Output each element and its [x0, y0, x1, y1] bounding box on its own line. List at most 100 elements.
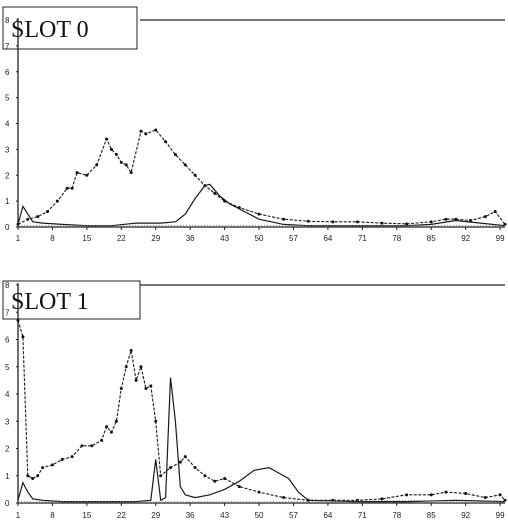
- series-1-point: [105, 137, 109, 141]
- x-tick-label: 29: [151, 511, 160, 520]
- y-tick-label: 6: [5, 68, 10, 77]
- y-tick-label: 1: [5, 472, 10, 481]
- series-2-line: [17, 377, 506, 503]
- series-1-point: [85, 173, 89, 177]
- y-tick-label: 1: [5, 197, 10, 206]
- series-1-point: [213, 479, 217, 483]
- x-tick-label: 22: [117, 234, 126, 243]
- x-tick-label: 43: [220, 234, 229, 243]
- series-1-point: [444, 490, 448, 494]
- x-tick-label: 36: [186, 234, 195, 243]
- x-tick-label: 71: [358, 511, 367, 520]
- series-1-point: [21, 335, 25, 339]
- series-1-point: [203, 474, 207, 478]
- y-tick-label: 6: [5, 336, 10, 345]
- x-tick-label: 99: [496, 511, 505, 520]
- x-tick-label: 8: [50, 234, 55, 243]
- y-tick-label: 7: [5, 308, 10, 317]
- slot-0-title-box: [2, 6, 138, 50]
- y-tick-label: 8: [5, 16, 10, 25]
- series-1-point: [41, 466, 45, 470]
- y-tick-label: 4: [5, 120, 10, 129]
- series-1-point: [193, 466, 197, 470]
- series-1-point: [380, 497, 384, 501]
- x-tick-label: 1: [16, 511, 21, 520]
- y-tick-label: 0: [5, 499, 10, 508]
- series-1-point: [429, 220, 433, 224]
- series-1-point: [282, 496, 286, 500]
- series-1-point: [282, 217, 286, 221]
- series-1-point: [50, 463, 54, 467]
- x-tick-label: 29: [151, 234, 160, 243]
- series-1-point: [483, 215, 487, 219]
- series-1-point: [36, 474, 40, 478]
- series-1-point: [105, 425, 109, 429]
- series-1-point: [90, 444, 94, 448]
- x-tick-label: 85: [427, 234, 436, 243]
- x-tick-label: 1: [16, 234, 21, 243]
- series-1-point: [26, 217, 30, 221]
- x-tick-label: 8: [50, 511, 55, 520]
- y-tick-label: 7: [5, 42, 10, 51]
- series-1-point: [164, 140, 168, 144]
- series-1-point: [124, 365, 128, 369]
- x-tick-label: 92: [461, 234, 470, 243]
- series-1-point: [129, 171, 133, 175]
- series-1-point: [444, 217, 448, 221]
- x-tick-label: 78: [392, 511, 401, 520]
- series-1-point: [80, 444, 84, 448]
- series-1-point: [144, 132, 148, 136]
- series-1-point: [65, 186, 69, 190]
- y-tick-label: 5: [5, 363, 10, 372]
- x-tick-label: 64: [323, 511, 332, 520]
- y-tick-label: 4: [5, 390, 10, 399]
- series-1-point: [114, 153, 118, 157]
- series-1-line: [17, 129, 506, 225]
- series-1-point: [306, 219, 310, 223]
- series-1-point: [237, 485, 241, 489]
- series-1-point: [193, 173, 197, 177]
- series-1-point: [139, 129, 143, 133]
- series-1-point: [173, 153, 177, 157]
- series-1-point: [154, 128, 158, 132]
- x-tick-label: 36: [186, 511, 195, 520]
- series-1-point: [109, 430, 113, 434]
- series-1-point: [95, 163, 99, 167]
- y-tick-label: 2: [5, 171, 10, 180]
- x-tick-label: 64: [323, 234, 332, 243]
- series-1-point: [70, 455, 74, 459]
- series-1-point: [134, 378, 138, 382]
- series-1-point: [114, 419, 118, 423]
- series-1-point: [149, 384, 153, 388]
- series-1-point: [55, 199, 59, 203]
- series-1-point: [257, 490, 261, 494]
- x-tick-label: 43: [220, 511, 229, 520]
- series-1-point: [405, 493, 409, 497]
- x-tick-label: 85: [427, 511, 436, 520]
- x-tick-label: 50: [255, 511, 264, 520]
- series-1-point: [213, 191, 217, 195]
- series-1-point: [429, 493, 433, 497]
- series-1-point: [331, 220, 335, 224]
- series-1-point: [119, 160, 123, 164]
- series-1-point: [257, 212, 261, 216]
- series-1-point: [70, 186, 74, 190]
- x-tick-label: 50: [255, 234, 264, 243]
- series-1-point: [60, 457, 64, 461]
- series-1-point: [159, 474, 163, 478]
- series-1-point: [464, 491, 468, 495]
- y-tick-label: 2: [5, 445, 10, 454]
- y-tick-label: 8: [5, 281, 10, 290]
- series-1-point: [183, 163, 187, 167]
- x-tick-label: 15: [82, 511, 91, 520]
- x-tick-label: 22: [117, 511, 126, 520]
- series-1-point: [16, 318, 20, 322]
- series-1-point: [223, 476, 227, 480]
- series-1-point: [46, 209, 50, 213]
- x-tick-label: 78: [392, 234, 401, 243]
- x-tick-label: 71: [358, 234, 367, 243]
- series-1-point: [154, 419, 158, 423]
- series-1-point: [483, 496, 487, 500]
